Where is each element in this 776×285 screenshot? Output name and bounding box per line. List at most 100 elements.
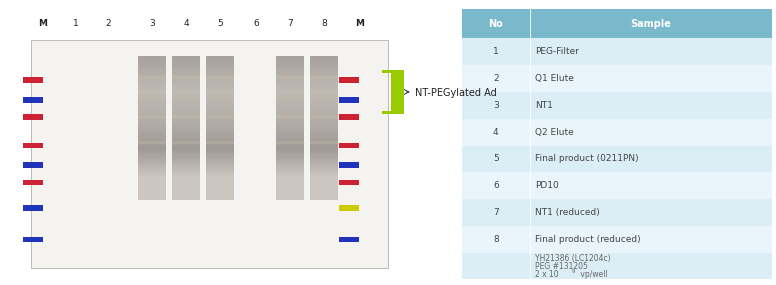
Bar [172, 116, 200, 119]
Bar [172, 90, 200, 93]
Bar [462, 92, 772, 119]
Bar [310, 59, 338, 62]
Text: 1: 1 [73, 19, 79, 29]
Bar [276, 149, 304, 152]
Bar [172, 125, 200, 128]
Bar [138, 101, 166, 105]
Bar [310, 92, 338, 95]
Bar [310, 123, 338, 126]
Bar [172, 104, 200, 107]
Bar [276, 56, 304, 59]
Text: 7: 7 [287, 19, 293, 29]
Text: 1: 1 [493, 47, 499, 56]
Bar [138, 128, 166, 131]
Text: 3: 3 [493, 101, 499, 110]
Bar [276, 175, 304, 178]
Bar [310, 161, 338, 164]
Bar [138, 161, 166, 164]
Bar [23, 114, 43, 120]
Bar [206, 182, 234, 185]
Bar [276, 158, 304, 162]
Bar [172, 140, 200, 142]
Bar [206, 87, 234, 90]
Text: PEG #131205: PEG #131205 [535, 262, 587, 271]
Bar [310, 87, 338, 90]
Bar [310, 56, 338, 59]
Bar [206, 80, 234, 83]
Bar [206, 92, 234, 95]
Bar [310, 104, 338, 107]
Bar [310, 147, 338, 150]
Bar [310, 154, 338, 157]
Bar [172, 192, 200, 195]
Bar [276, 95, 304, 99]
Bar [138, 87, 166, 90]
Bar [382, 111, 391, 114]
Bar [172, 149, 200, 152]
Text: 9: 9 [572, 269, 576, 274]
Text: 2 x 10: 2 x 10 [535, 270, 558, 279]
Bar [172, 92, 200, 95]
Bar [206, 175, 234, 178]
Text: 4: 4 [493, 128, 499, 137]
Bar [138, 163, 166, 166]
Bar [310, 142, 338, 145]
Bar [172, 151, 200, 154]
Bar [276, 173, 304, 176]
Bar [138, 97, 166, 100]
Bar [138, 78, 166, 81]
Bar [138, 147, 166, 150]
Bar [23, 180, 43, 185]
Bar [276, 66, 304, 69]
Bar [138, 68, 166, 71]
Bar [391, 70, 404, 114]
Bar [138, 94, 166, 97]
Bar [276, 180, 304, 183]
Bar [310, 118, 338, 121]
Bar [138, 59, 166, 62]
Bar [206, 170, 234, 173]
Bar [172, 94, 200, 97]
Bar [138, 173, 166, 176]
Bar [206, 147, 234, 150]
Bar [138, 180, 166, 183]
Bar [310, 101, 338, 105]
Bar [206, 95, 234, 99]
Bar [23, 97, 43, 103]
Bar [310, 90, 338, 93]
Bar [172, 190, 200, 192]
Bar [462, 38, 772, 65]
Text: 5: 5 [217, 19, 223, 29]
Bar [172, 197, 200, 199]
Bar [138, 166, 166, 169]
Bar [276, 113, 304, 116]
Bar [310, 121, 338, 123]
Bar [138, 151, 166, 154]
Bar [206, 75, 234, 79]
Bar [310, 178, 338, 180]
Bar [172, 80, 200, 83]
Bar [172, 121, 200, 123]
Bar [310, 175, 338, 178]
Bar [276, 144, 304, 147]
Bar [138, 137, 166, 140]
Bar [462, 9, 772, 38]
Text: 6: 6 [253, 19, 259, 29]
Bar [172, 154, 200, 157]
Bar [276, 194, 304, 197]
Bar [172, 109, 200, 112]
Bar [276, 151, 304, 154]
Bar [138, 85, 166, 88]
Bar [138, 118, 166, 121]
Text: Sample: Sample [631, 19, 671, 29]
Bar [138, 123, 166, 126]
Bar [276, 87, 304, 90]
Bar [462, 146, 772, 172]
Text: M: M [38, 19, 47, 29]
Bar [138, 56, 166, 59]
Bar [138, 168, 166, 171]
Bar [276, 97, 304, 100]
Text: Final product (reduced): Final product (reduced) [535, 235, 640, 244]
Bar [310, 115, 338, 119]
Bar [310, 109, 338, 112]
